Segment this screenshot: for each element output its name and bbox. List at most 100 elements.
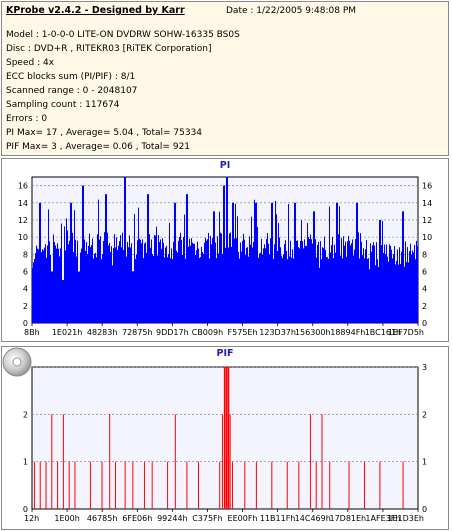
pi-bar xyxy=(78,271,79,323)
x-tick-label: 14C469h xyxy=(295,514,331,523)
x-tick-label: 6FE06h xyxy=(122,514,152,523)
pi-chart-panel: PI 0 0 2 2 4 4 6 6 8 8 10 10 12 12 14 14 16 16 8Bh 1E021h 48… xyxy=(1,158,449,342)
pi-bar xyxy=(230,232,231,323)
pi-bar xyxy=(53,234,54,323)
info-ecc: ECC blocks sum (PI/PIF) : 8/1 xyxy=(6,72,136,82)
pi-bar xyxy=(386,244,387,323)
pi-bar xyxy=(211,244,212,323)
pi-bar xyxy=(239,258,240,323)
pi-bar xyxy=(407,247,408,323)
pif-bar xyxy=(231,461,233,509)
pi-bar xyxy=(199,257,200,323)
pi-bar xyxy=(79,271,80,323)
pi-bar xyxy=(89,233,90,323)
pi-bar xyxy=(156,226,157,323)
pif-bar xyxy=(244,461,246,509)
x-tick-label: 1E1D3Eh xyxy=(387,514,424,523)
pi-bar xyxy=(329,206,330,323)
pi-bar xyxy=(373,242,374,323)
pi-bar xyxy=(353,255,354,323)
pi-bar xyxy=(40,202,41,323)
pif-bar xyxy=(379,461,381,509)
pi-bar xyxy=(223,185,224,323)
pi-bar xyxy=(229,233,230,323)
pi-bar xyxy=(360,233,361,323)
pi-bar xyxy=(59,256,60,323)
pi-bar xyxy=(192,242,193,323)
pi-bar xyxy=(85,250,86,323)
y-tick-label-right: 8 xyxy=(422,250,427,259)
pi-bar xyxy=(146,252,147,323)
pi-bar xyxy=(236,238,237,323)
pi-bar xyxy=(413,252,414,323)
pi-bar xyxy=(131,243,132,323)
pi-bar xyxy=(65,250,66,323)
pi-bar xyxy=(50,254,51,323)
pi-bar xyxy=(120,235,121,323)
pi-bar xyxy=(340,255,341,323)
pi-bar xyxy=(309,239,310,323)
pi-bar xyxy=(52,271,53,323)
pi-bar xyxy=(261,238,262,323)
pi-bar xyxy=(213,211,214,323)
x-tick-label: 99244h xyxy=(157,514,188,523)
pi-bar xyxy=(93,258,94,323)
pi-bar xyxy=(55,245,56,323)
pi-bar xyxy=(196,250,197,323)
pi-bar xyxy=(289,256,290,323)
pi-bar xyxy=(264,244,265,323)
pi-bar xyxy=(205,237,206,323)
pi-bar xyxy=(325,250,326,323)
pi-bar xyxy=(88,245,89,323)
pi-bar xyxy=(401,251,402,323)
pi-bar xyxy=(188,246,189,323)
pi-bar xyxy=(333,258,334,323)
pi-bar xyxy=(290,240,291,323)
pif-bar xyxy=(101,461,103,509)
pi-bar xyxy=(122,232,123,323)
pi-bar xyxy=(165,247,166,323)
pi-bar xyxy=(185,258,186,323)
pi-bar xyxy=(175,202,176,323)
pi-bar xyxy=(304,239,305,323)
pi-bar xyxy=(215,242,216,323)
pi-bar xyxy=(158,235,159,323)
pi-bar xyxy=(98,199,99,323)
pi-bar xyxy=(81,248,82,323)
pi-bar xyxy=(77,240,78,323)
pi-bar xyxy=(363,248,364,323)
pif-bar xyxy=(225,367,228,509)
pif-bar xyxy=(402,461,404,509)
y-tick-label-right: 0 xyxy=(422,505,427,514)
pi-bar xyxy=(71,202,72,323)
pi-bar xyxy=(67,230,68,323)
pi-bar xyxy=(171,248,172,323)
y-tick-label-left: 12 xyxy=(18,216,28,225)
y-tick-label-left: 14 xyxy=(18,199,28,208)
x-tick-label: 1EF7D5h xyxy=(388,328,424,337)
pi-bar xyxy=(190,245,191,323)
pi-bar xyxy=(300,240,301,323)
pi-bar xyxy=(272,202,273,323)
pi-bar xyxy=(397,249,398,323)
pi-bar xyxy=(177,252,178,323)
pif-bar xyxy=(219,461,221,509)
pi-bar xyxy=(56,248,57,323)
pi-bar xyxy=(179,236,180,323)
pi-bar xyxy=(237,216,238,323)
pi-bar xyxy=(116,237,117,323)
pi-bar xyxy=(147,194,148,323)
pi-bar xyxy=(338,234,339,323)
pi-bar xyxy=(224,185,225,323)
pi-bar xyxy=(357,202,358,323)
pi-bar xyxy=(54,241,55,323)
pi-bar xyxy=(281,255,282,323)
pi-bar xyxy=(278,223,279,323)
pi-bar xyxy=(115,247,116,323)
pi-bar xyxy=(368,258,369,323)
pi-bar xyxy=(280,247,281,323)
pi-bar xyxy=(411,254,412,323)
pi-bar xyxy=(346,256,347,323)
pi-bar xyxy=(317,245,318,323)
pi-bar xyxy=(345,241,346,323)
